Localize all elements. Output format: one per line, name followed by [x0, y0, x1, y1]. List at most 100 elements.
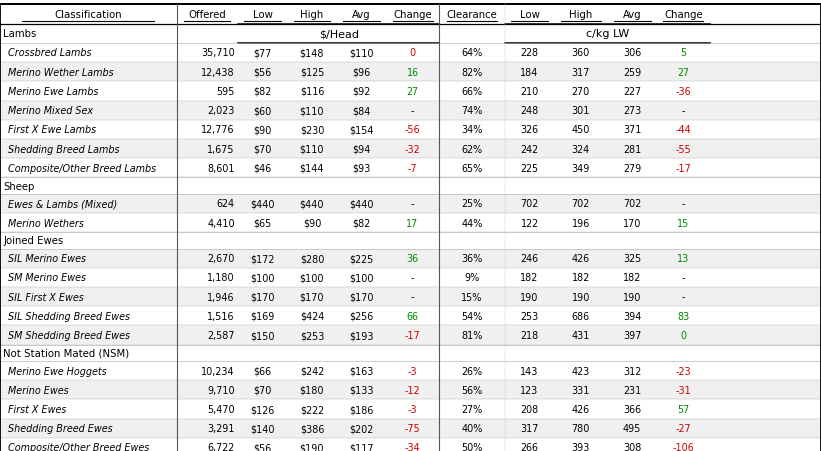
- Text: 360: 360: [571, 48, 590, 58]
- Text: $256: $256: [349, 311, 374, 321]
- Text: 196: 196: [571, 218, 590, 228]
- Text: 595: 595: [217, 87, 235, 97]
- Text: 306: 306: [623, 48, 641, 58]
- Text: -7: -7: [408, 163, 417, 173]
- Text: 62%: 62%: [461, 144, 483, 154]
- Text: 190: 190: [571, 292, 590, 302]
- Text: $117: $117: [349, 442, 374, 451]
- Text: $/Head: $/Head: [319, 29, 359, 39]
- Text: $163: $163: [349, 366, 374, 376]
- Text: $170: $170: [300, 292, 324, 302]
- Text: First X Ewes: First X Ewes: [8, 404, 67, 414]
- Text: 208: 208: [521, 404, 539, 414]
- Text: Sheep: Sheep: [3, 181, 34, 191]
- Text: Shedding Breed Lambs: Shedding Breed Lambs: [8, 144, 120, 154]
- Text: 182: 182: [623, 273, 641, 283]
- Bar: [0, 233, 821, 249]
- Text: 12,776: 12,776: [201, 125, 235, 135]
- Text: 301: 301: [571, 106, 590, 116]
- Text: 210: 210: [521, 87, 539, 97]
- Text: $92: $92: [352, 87, 370, 97]
- Text: Avg: Avg: [352, 10, 370, 20]
- Text: Joined Ewes: Joined Ewes: [3, 236, 63, 246]
- Text: $56: $56: [254, 68, 272, 78]
- Text: Ewes & Lambs (Mixed): Ewes & Lambs (Mixed): [8, 199, 117, 209]
- Text: $96: $96: [352, 68, 370, 78]
- Text: Merino Wether Lambs: Merino Wether Lambs: [8, 68, 114, 78]
- Text: 317: 317: [521, 423, 539, 433]
- Text: 248: 248: [521, 106, 539, 116]
- Text: 371: 371: [623, 125, 641, 135]
- Text: $144: $144: [300, 163, 324, 173]
- Text: -32: -32: [405, 144, 420, 154]
- Text: 57: 57: [677, 404, 690, 414]
- Text: -: -: [681, 292, 686, 302]
- Text: 10,234: 10,234: [201, 366, 235, 376]
- Bar: [0, 380, 821, 400]
- Text: 2,023: 2,023: [208, 106, 235, 116]
- Text: Crossbred Lambs: Crossbred Lambs: [8, 48, 92, 58]
- Text: Lambs: Lambs: [3, 29, 37, 39]
- Text: $424: $424: [300, 311, 324, 321]
- Text: $150: $150: [250, 330, 275, 340]
- Text: 0: 0: [681, 330, 686, 340]
- Text: Offered: Offered: [189, 10, 226, 20]
- Text: $94: $94: [352, 144, 370, 154]
- Text: 27: 27: [406, 87, 419, 97]
- Text: Classification: Classification: [54, 10, 122, 20]
- Text: -23: -23: [676, 366, 691, 376]
- Text: 242: 242: [521, 144, 539, 154]
- Text: High: High: [569, 10, 593, 20]
- Text: $133: $133: [349, 385, 374, 395]
- Text: 6,722: 6,722: [208, 442, 235, 451]
- Text: 259: 259: [623, 68, 641, 78]
- Text: 331: 331: [571, 385, 590, 395]
- Text: 15%: 15%: [461, 292, 483, 302]
- Text: 317: 317: [571, 68, 590, 78]
- Text: 702: 702: [571, 199, 590, 209]
- Text: $242: $242: [300, 366, 324, 376]
- Text: Clearance: Clearance: [447, 10, 498, 20]
- Text: High: High: [300, 10, 323, 20]
- Text: $46: $46: [254, 163, 272, 173]
- Text: 2,670: 2,670: [208, 253, 235, 263]
- Text: 182: 182: [521, 273, 539, 283]
- Text: 190: 190: [623, 292, 641, 302]
- Text: Composite/Other Breed Ewes: Composite/Other Breed Ewes: [8, 442, 149, 451]
- Text: $180: $180: [300, 385, 324, 395]
- Bar: [0, 101, 821, 120]
- Text: -34: -34: [405, 442, 420, 451]
- Text: 281: 281: [623, 144, 641, 154]
- Text: -31: -31: [676, 385, 691, 395]
- Text: 65%: 65%: [461, 163, 483, 173]
- Text: $170: $170: [250, 292, 275, 302]
- Text: SIL First X Ewes: SIL First X Ewes: [8, 292, 84, 302]
- Text: -3: -3: [408, 404, 417, 414]
- Text: 5: 5: [681, 48, 686, 58]
- Text: 54%: 54%: [461, 311, 483, 321]
- Text: 780: 780: [571, 423, 590, 433]
- Text: Low: Low: [253, 10, 273, 20]
- Text: -: -: [410, 292, 415, 302]
- Bar: [0, 82, 821, 101]
- Text: $148: $148: [300, 48, 324, 58]
- Text: $172: $172: [250, 253, 275, 263]
- Bar: [0, 400, 821, 419]
- Text: 1,516: 1,516: [208, 311, 235, 321]
- Text: 1,180: 1,180: [207, 273, 235, 283]
- Text: 17: 17: [406, 218, 419, 228]
- Text: 122: 122: [521, 218, 539, 228]
- Text: 423: 423: [571, 366, 590, 376]
- Text: Composite/Other Breed Lambs: Composite/Other Breed Lambs: [8, 163, 156, 173]
- Text: 190: 190: [521, 292, 539, 302]
- Text: $169: $169: [250, 311, 275, 321]
- Text: 34%: 34%: [461, 125, 483, 135]
- Text: 170: 170: [623, 218, 641, 228]
- Text: 16: 16: [406, 68, 419, 78]
- Text: $440: $440: [250, 199, 275, 209]
- Bar: [0, 194, 821, 213]
- Text: $65: $65: [254, 218, 272, 228]
- Text: Change: Change: [393, 10, 432, 20]
- Text: 5,470: 5,470: [207, 404, 235, 414]
- Text: 27: 27: [677, 68, 690, 78]
